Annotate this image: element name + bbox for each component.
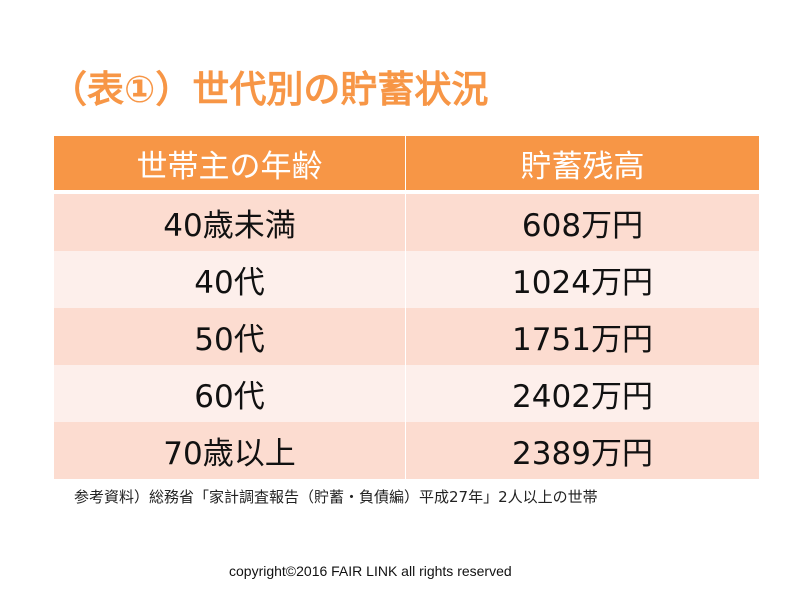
age-cell: 40歳未満 (54, 194, 406, 251)
source-footnote: 参考資料）総務省「家計調査報告（貯蓄・負債編）平成27年」2人以上の世帯 (74, 488, 598, 506)
copyright-notice: copyright©2016 FAIR LINK all rights rese… (229, 563, 512, 579)
age-cell: 50代 (54, 308, 406, 365)
header-savings: 貯蓄残高 (406, 136, 759, 190)
savings-cell: 2402万円 (406, 365, 759, 422)
table-row: 40歳未満 608万円 (54, 194, 759, 251)
savings-cell: 1751万円 (406, 308, 759, 365)
age-cell: 60代 (54, 365, 406, 422)
age-cell: 70歳以上 (54, 422, 406, 479)
table-row: 40代 1024万円 (54, 251, 759, 308)
header-age: 世帯主の年齢 (54, 136, 406, 190)
table-row: 70歳以上 2389万円 (54, 422, 759, 479)
slide-title: （表①）世代別の貯蓄状況 (50, 68, 489, 111)
savings-table: 世帯主の年齢 貯蓄残高 40歳未満 608万円 40代 1024万円 50代 1… (54, 136, 759, 479)
table-header-row: 世帯主の年齢 貯蓄残高 (54, 136, 759, 190)
table-row: 60代 2402万円 (54, 365, 759, 422)
table-row: 50代 1751万円 (54, 308, 759, 365)
age-cell: 40代 (54, 251, 406, 308)
savings-cell: 2389万円 (406, 422, 759, 479)
savings-cell: 1024万円 (406, 251, 759, 308)
savings-cell: 608万円 (406, 194, 759, 251)
